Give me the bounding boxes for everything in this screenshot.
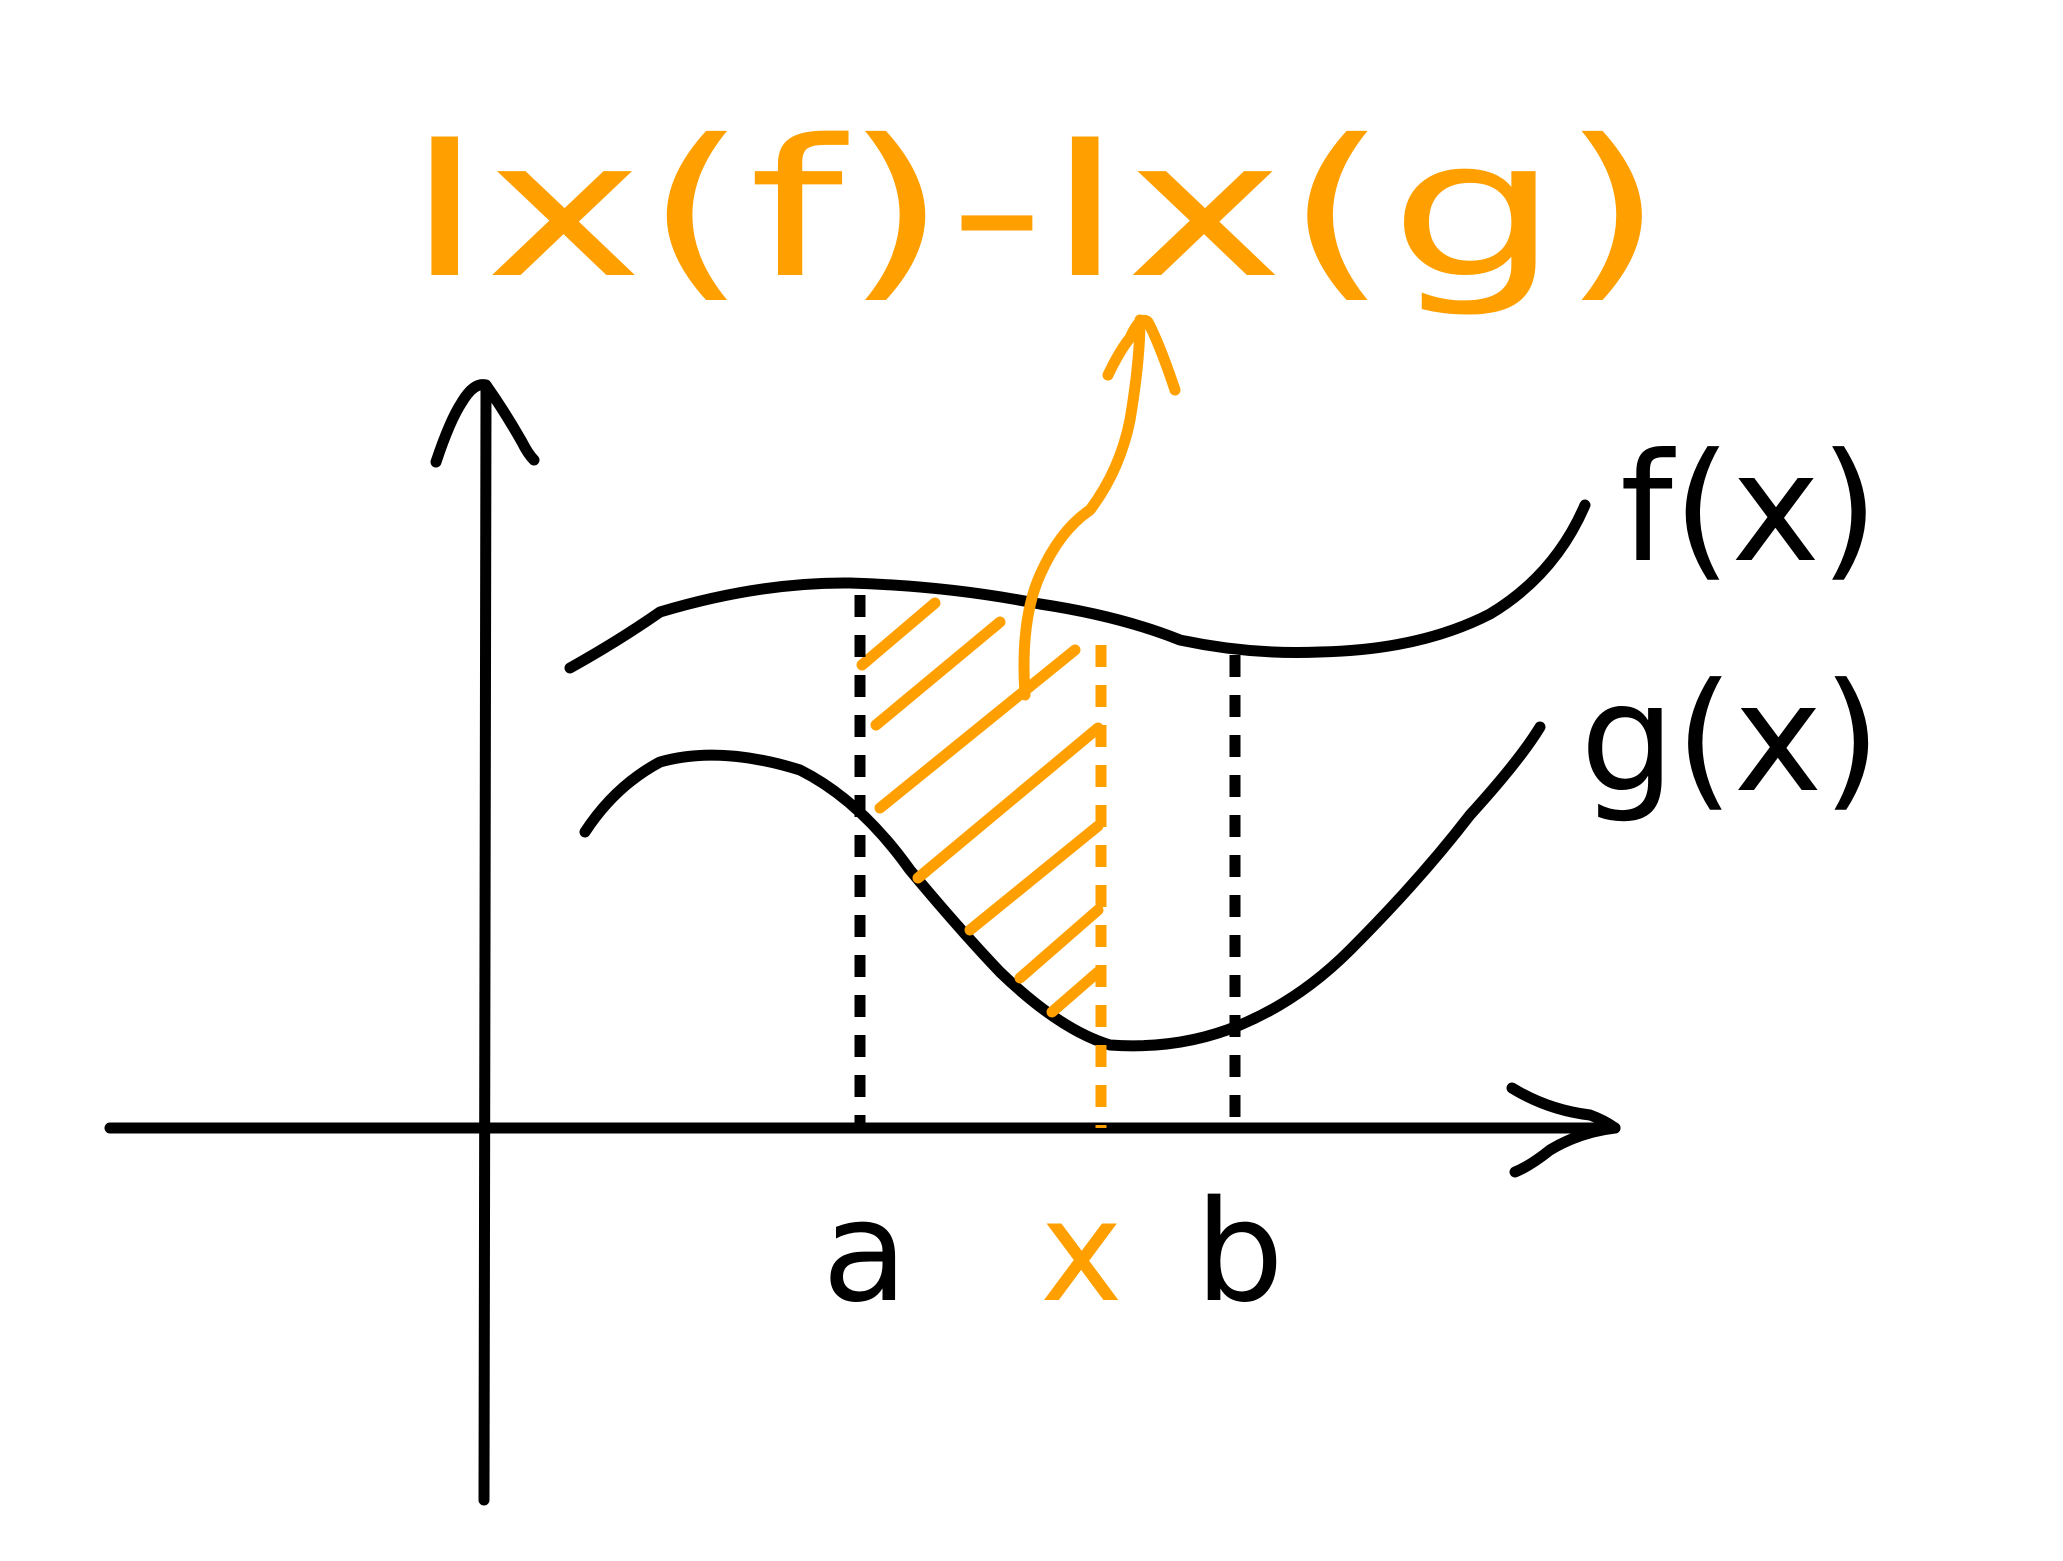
hatch-line <box>964 820 1104 936</box>
hatch-line <box>856 597 941 671</box>
pointer-arrow-line <box>1018 314 1146 701</box>
curve-f <box>564 499 1591 674</box>
mark-x-label: x <box>1040 1171 1123 1334</box>
curve-g-label: g(x) <box>1580 652 1881 826</box>
hatch-line <box>1014 904 1104 984</box>
x-axis-arrowhead-icon <box>1506 1082 1621 1178</box>
curve-f-label: f(x) <box>1620 422 1879 596</box>
y-axis-line <box>478 384 492 1506</box>
mark-a-label: a <box>822 1171 908 1334</box>
shaded-region-hatching <box>856 597 1104 1018</box>
pointer-arrowhead-icon <box>1102 314 1181 396</box>
hatch-line <box>870 616 1006 731</box>
curve-g <box>579 721 1546 1052</box>
hatch-line <box>912 722 1104 884</box>
mark-b-label: b <box>1195 1171 1284 1334</box>
hatch-line <box>1046 966 1104 1018</box>
hatch-line <box>874 644 1081 814</box>
formula-title: Ix(f)-Ix(g) <box>405 99 1665 320</box>
y-axis-arrowhead-icon <box>430 379 540 468</box>
